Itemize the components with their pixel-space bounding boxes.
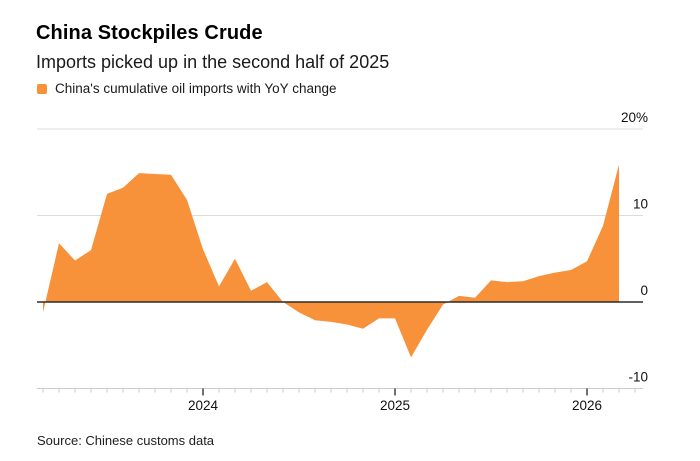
x-axis-label: 2026 bbox=[572, 398, 602, 413]
series-area bbox=[43, 164, 619, 358]
legend-label: China's cumulative oil imports with YoY … bbox=[55, 81, 337, 96]
legend: China's cumulative oil imports with YoY … bbox=[37, 81, 336, 96]
x-axis-label: 2024 bbox=[188, 398, 219, 413]
x-axis-label: 2025 bbox=[380, 398, 410, 413]
legend-swatch-icon bbox=[37, 83, 47, 94]
y-axis-label: 20% bbox=[621, 110, 648, 125]
chart-subtitle: Imports picked up in the second half of … bbox=[36, 52, 390, 72]
chart-title: China Stockpiles Crude bbox=[36, 22, 263, 44]
y-axis-label: -10 bbox=[628, 370, 648, 385]
y-axis-label: 10 bbox=[633, 197, 648, 212]
source-note: Source: Chinese customs data bbox=[37, 433, 215, 448]
y-axis-label: 0 bbox=[640, 283, 648, 298]
